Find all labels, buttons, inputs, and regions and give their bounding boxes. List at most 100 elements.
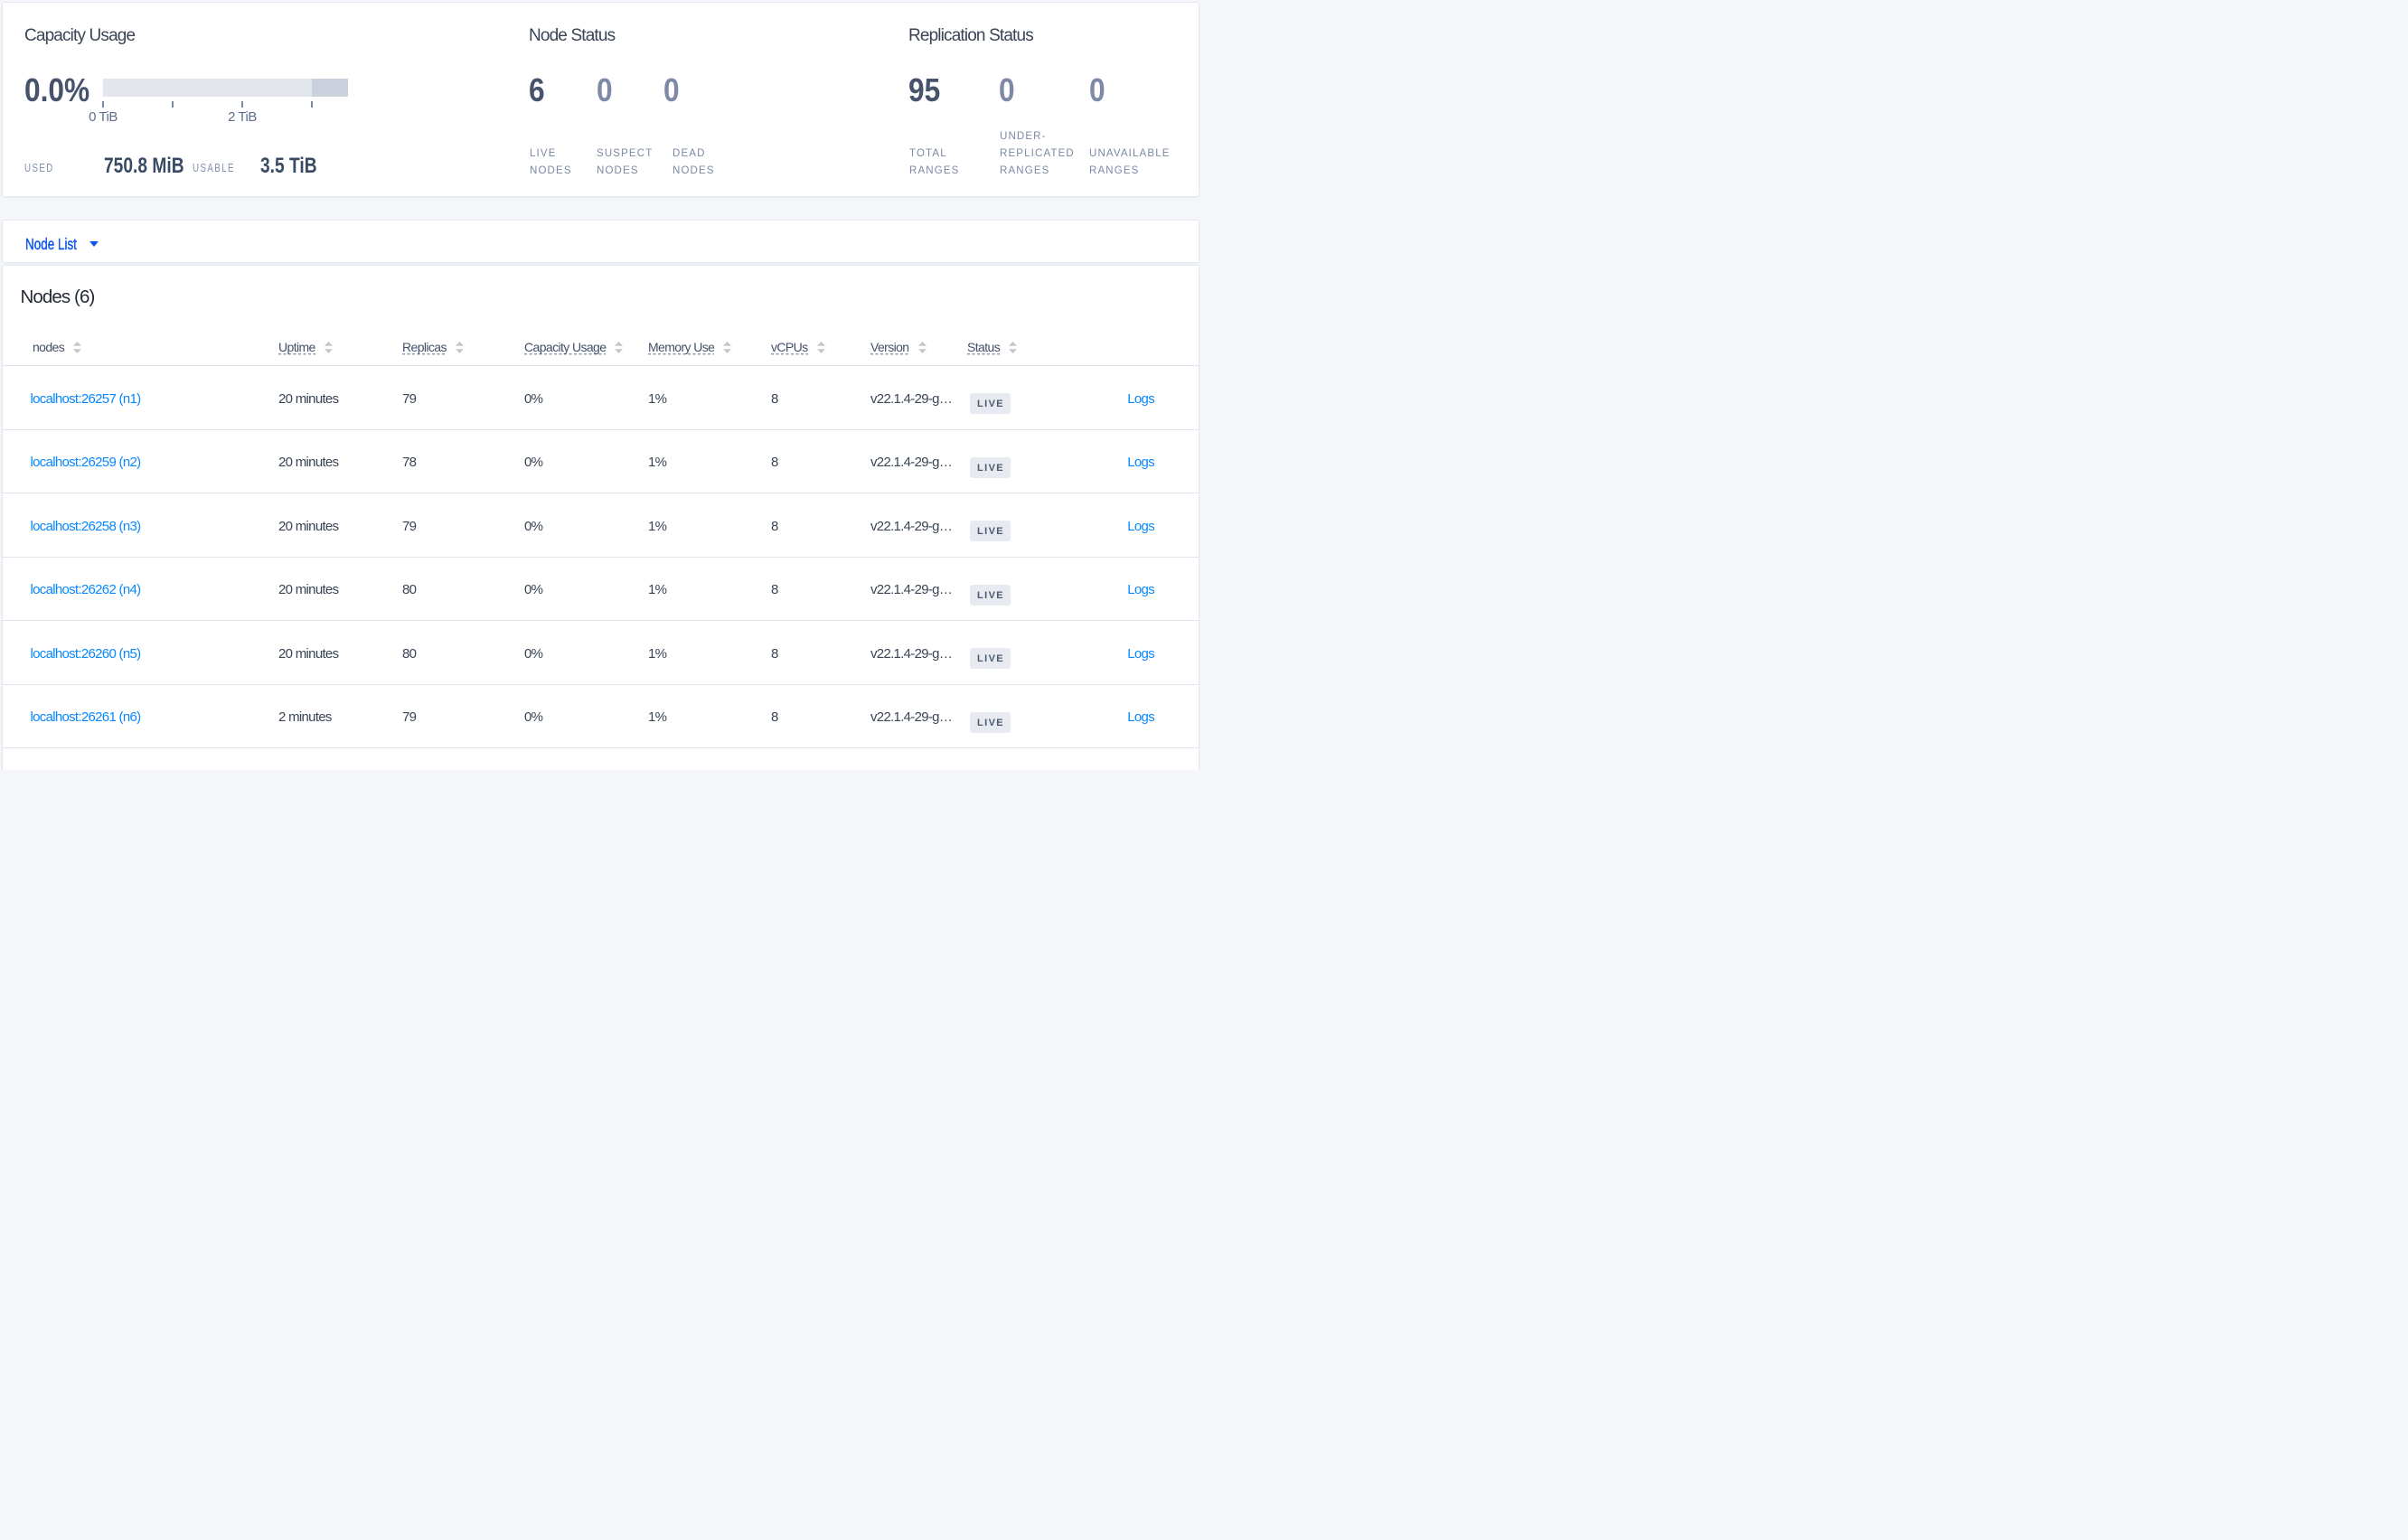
uptime-cell: 20 minutes [278, 582, 339, 598]
sort-icon [455, 341, 464, 353]
node-address-link[interactable]: localhost:26261 (n6) [30, 709, 142, 726]
status-badge: LIVE [970, 521, 1011, 542]
version-cell: v22.1.4-29-g… [870, 709, 953, 726]
capacity-usage-cell: 0% [524, 709, 543, 726]
capacity-bar-other-segment [312, 79, 348, 97]
cluster-summary-card: Capacity Usage 0.0% 0 TiB 2 TiB USED 750… [2, 2, 1199, 197]
vcpus-cell: 8 [771, 709, 778, 726]
logs-link[interactable]: Logs [1127, 455, 1154, 471]
column-header-uptime[interactable]: Uptime [278, 339, 402, 355]
logs-link[interactable]: Logs [1127, 645, 1154, 662]
version-cell: v22.1.4-29-g… [870, 390, 953, 407]
column-header-nodes[interactable]: nodes [33, 340, 278, 354]
under-replicated-ranges-label: UNDER-REPLICATED RANGES [1000, 130, 1075, 176]
usable-value: 3.5 TiB [260, 154, 317, 178]
status-badge: LIVE [970, 711, 1011, 733]
column-header-version[interactable]: Version [870, 339, 967, 355]
view-selector-card: Node List [2, 220, 1199, 263]
memory-use-cell: 1% [648, 709, 667, 726]
logs-link[interactable]: Logs [1127, 390, 1154, 407]
capacity-usage-cell: 0% [524, 455, 543, 471]
status-badge: LIVE [970, 393, 1011, 415]
sort-icon [73, 341, 82, 353]
sort-icon [615, 341, 624, 353]
vcpus-cell: 8 [771, 390, 778, 407]
node-address-link[interactable]: localhost:26259 (n2) [30, 455, 142, 471]
status-badge: LIVE [970, 584, 1011, 606]
memory-use-cell: 1% [648, 455, 667, 471]
capacity-usage-cell: 0% [524, 518, 543, 534]
node-address-link[interactable]: localhost:26262 (n4) [30, 582, 142, 598]
axis-tick [311, 101, 313, 108]
nodes-section-card: Nodes (6) nodes Uptime Replicas Capacity… [2, 265, 1199, 770]
suspect-nodes-value: 0 [597, 71, 613, 108]
suspect-nodes-label: SUSPECT NODES [597, 147, 654, 176]
uptime-cell: 20 minutes [278, 518, 339, 534]
dead-nodes-label: DEAD NODES [673, 147, 715, 176]
node-address-link[interactable]: localhost:26258 (n3) [30, 518, 142, 534]
node-address-link[interactable]: localhost:26260 (n5) [30, 645, 142, 662]
node-row: localhost:26262 (n4) 20 minutes 80 0% 1%… [2, 558, 1199, 621]
sort-icon [723, 341, 732, 353]
capacity-usage-cell: 0% [524, 645, 543, 662]
used-value: 750.8 MiB [104, 154, 184, 178]
usable-label: USABLE [193, 161, 235, 174]
capacity-usage-title: Capacity Usage [24, 25, 136, 45]
replicas-cell: 79 [402, 390, 417, 407]
capacity-usage-cell: 0% [524, 390, 543, 407]
used-label: USED [24, 161, 54, 174]
version-cell: v22.1.4-29-g… [870, 645, 953, 662]
vcpus-cell: 8 [771, 582, 778, 598]
replication-status-title: Replication Status [908, 25, 1034, 45]
total-ranges-label: TOTAL RANGES [909, 147, 960, 176]
axis-tick [241, 101, 243, 108]
uptime-cell: 2 minutes [278, 709, 332, 726]
axis-tick-label: 2 TiB [228, 109, 257, 125]
column-header-status[interactable]: Status [967, 339, 1067, 355]
status-badge: LIVE [970, 456, 1011, 478]
node-row: localhost:26261 (n6) 2 minutes 79 0% 1% … [2, 685, 1199, 748]
replicas-cell: 79 [402, 518, 417, 534]
uptime-cell: 20 minutes [278, 455, 339, 471]
vcpus-cell: 8 [771, 645, 778, 662]
nodes-table: nodes Uptime Replicas Capacity Usage Mem… [2, 329, 1199, 748]
vcpus-cell: 8 [771, 518, 778, 534]
nodes-table-header-row: nodes Uptime Replicas Capacity Usage Mem… [2, 329, 1199, 366]
version-cell: v22.1.4-29-g… [870, 455, 953, 471]
nodes-section-title: Nodes (6) [20, 286, 96, 307]
logs-link[interactable]: Logs [1127, 582, 1154, 598]
column-header-capacity-usage[interactable]: Capacity Usage [524, 339, 648, 355]
status-badge: LIVE [970, 648, 1011, 670]
memory-use-cell: 1% [648, 582, 667, 598]
node-list-dropdown[interactable]: Node List [25, 220, 99, 263]
uptime-cell: 20 minutes [278, 390, 339, 407]
node-address-link[interactable]: localhost:26257 (n1) [30, 390, 142, 407]
column-header-vcpus[interactable]: vCPUs [771, 339, 870, 355]
node-row: localhost:26257 (n1) 20 minutes 79 0% 1%… [2, 366, 1199, 430]
sort-icon [816, 341, 825, 353]
total-ranges-value: 95 [908, 71, 941, 108]
column-header-memory-use[interactable]: Memory Use [648, 339, 771, 355]
capacity-usage-percent: 0.0% [24, 71, 90, 108]
under-replicated-ranges-value: 0 [999, 71, 1015, 108]
node-row: localhost:26259 (n2) 20 minutes 78 0% 1%… [2, 430, 1199, 493]
capacity-usage-cell: 0% [524, 582, 543, 598]
unavailable-ranges-label: UNAVAILABLE RANGES [1089, 147, 1171, 176]
sort-icon [917, 341, 927, 353]
memory-use-cell: 1% [648, 390, 667, 407]
logs-link[interactable]: Logs [1127, 709, 1154, 726]
node-list-dropdown-label: Node List [25, 235, 77, 253]
axis-tick [172, 101, 174, 108]
replicas-cell: 80 [402, 582, 417, 598]
replicas-cell: 78 [402, 455, 417, 471]
caret-down-icon [89, 241, 99, 247]
live-nodes-value: 6 [529, 71, 545, 108]
capacity-usage-bar [103, 79, 348, 97]
logs-link[interactable]: Logs [1127, 518, 1154, 534]
node-row: localhost:26260 (n5) 20 minutes 80 0% 1%… [2, 621, 1199, 685]
replicas-cell: 79 [402, 709, 417, 726]
node-row: localhost:26258 (n3) 20 minutes 79 0% 1%… [2, 493, 1199, 558]
node-status-title: Node Status [529, 25, 616, 45]
column-header-replicas[interactable]: Replicas [402, 339, 524, 355]
version-cell: v22.1.4-29-g… [870, 518, 953, 534]
